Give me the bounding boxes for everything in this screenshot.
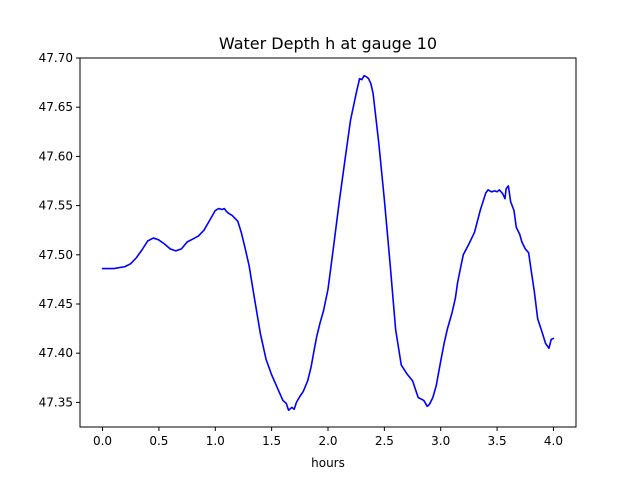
y-axis: 47.35 47.40 47.45 47.50 47.55 47.60 47.65 47.70 bbox=[39, 51, 80, 409]
y-tick-label: 47.70 bbox=[39, 51, 73, 65]
x-tick-label: 0.5 bbox=[149, 434, 168, 448]
x-tick-label: 0.0 bbox=[93, 434, 112, 448]
y-tick-label: 47.45 bbox=[39, 297, 73, 311]
chart-title: Water Depth h at gauge 10 bbox=[219, 34, 437, 53]
x-tick-label: 1.5 bbox=[262, 434, 281, 448]
y-tick-label: 47.50 bbox=[39, 248, 73, 262]
x-tick-label: 3.0 bbox=[431, 434, 450, 448]
y-tick-label: 47.35 bbox=[39, 395, 73, 409]
x-tick-label: 4.0 bbox=[544, 434, 563, 448]
y-tick-label: 47.60 bbox=[39, 149, 73, 163]
x-tick-label: 3.5 bbox=[488, 434, 507, 448]
x-tick-label: 2.0 bbox=[318, 434, 337, 448]
x-axis-label: hours bbox=[311, 456, 345, 470]
y-tick-label: 47.65 bbox=[39, 100, 73, 114]
series-line-0 bbox=[101, 74, 555, 412]
x-tick-label: 2.5 bbox=[375, 434, 394, 448]
y-tick-label: 47.40 bbox=[39, 346, 73, 360]
x-axis: 0.0 0.5 1.0 1.5 2.0 2.5 3.0 3.5 4.0 bbox=[93, 427, 563, 448]
y-tick-label: 47.55 bbox=[39, 199, 73, 213]
plot-data bbox=[101, 74, 555, 412]
x-tick-label: 1.0 bbox=[206, 434, 225, 448]
